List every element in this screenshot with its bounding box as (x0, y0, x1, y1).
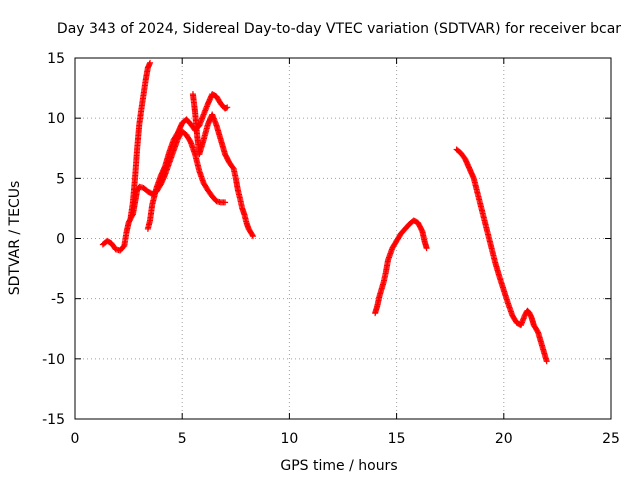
series-arc-5 (372, 217, 430, 317)
data-point (249, 231, 256, 238)
data-point (222, 199, 229, 206)
data-point (249, 233, 256, 240)
y-tick-label: -10 (42, 352, 65, 368)
x-tick-label: 10 (280, 431, 298, 447)
series-arc-6 (453, 146, 550, 365)
data-point (423, 245, 430, 252)
x-tick-label: 15 (388, 431, 406, 447)
y-tick-label: -5 (51, 292, 65, 308)
x-tick-label: 5 (178, 431, 187, 447)
chart-title: Day 343 of 2024, Sidereal Day-to-day VTE… (57, 21, 621, 37)
series-arc-1 (99, 128, 229, 254)
axis-ticks: 0 5 10 15 20 25 -15 -10 -5 0 5 10 15 (42, 51, 620, 447)
y-axis-label: SDTVAR / TECUs (7, 181, 23, 296)
data-point (147, 59, 154, 66)
x-tick-label: 0 (71, 431, 80, 447)
grid (75, 58, 611, 419)
series-arc-4 (189, 91, 256, 240)
series-arc-2 (127, 59, 154, 220)
data-point (223, 104, 230, 111)
data-points (99, 59, 550, 365)
x-tick-label: 25 (602, 431, 620, 447)
y-tick-label: 5 (56, 171, 65, 187)
series-arc-3 (144, 91, 231, 232)
y-tick-label: -15 (42, 412, 65, 428)
x-axis-label: GPS time / hours (280, 458, 397, 474)
x-tick-label: 20 (495, 431, 513, 447)
data-point (543, 358, 550, 365)
data-point (224, 104, 231, 111)
y-tick-label: 0 (56, 232, 65, 248)
y-tick-label: 15 (47, 51, 65, 67)
y-tick-label: 10 (47, 111, 65, 127)
